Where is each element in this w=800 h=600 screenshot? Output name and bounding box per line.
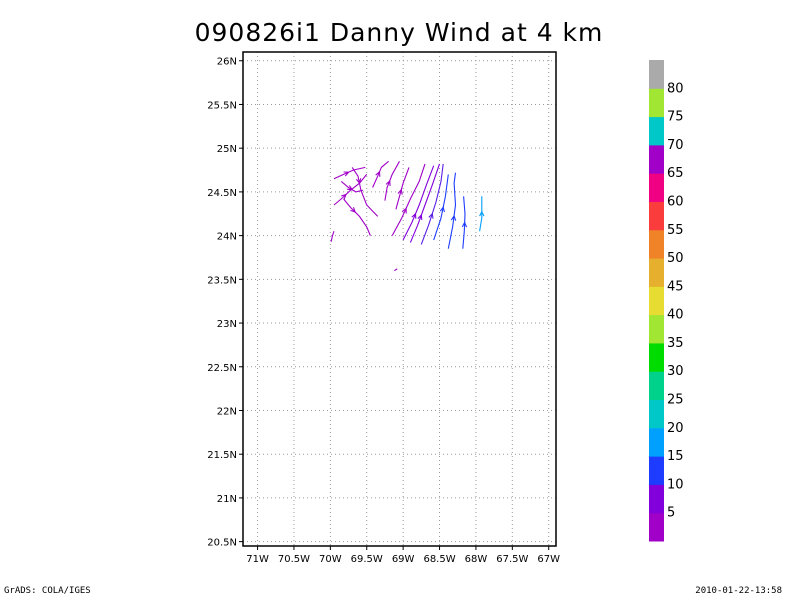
colorbar-segment xyxy=(649,399,664,429)
streamline-arrow xyxy=(450,214,457,221)
colorbar-segment xyxy=(649,88,664,118)
colorbar-label: 50 xyxy=(667,251,684,266)
colorbar-label: 45 xyxy=(667,279,684,294)
streamline-arrow xyxy=(479,210,485,217)
colorbar-segment xyxy=(649,60,664,89)
colorbar-label: 70 xyxy=(667,138,684,153)
colorbar-label: 60 xyxy=(667,194,684,209)
streamline xyxy=(343,198,371,236)
colorbar-segment xyxy=(649,173,664,202)
colorbar-segment xyxy=(649,342,664,372)
streamline xyxy=(333,166,366,180)
y-axis-ticks: 20.5N 21N 21.5N 22N 22.5N 23N 23.5N 24N 24.5N 25N… xyxy=(207,57,243,549)
x-tick-label: 70.5W xyxy=(278,554,310,565)
colorbar-label: 5 xyxy=(667,506,675,521)
x-tick-label: 69.5W xyxy=(351,554,383,565)
x-tick-label: 67.5W xyxy=(496,554,528,565)
footer-timestamp: 2010-01-22-13:58 xyxy=(695,586,782,596)
streamlines xyxy=(330,160,485,272)
y-tick-label: 25N xyxy=(217,144,237,155)
y-tick-label: 22.5N xyxy=(207,363,237,374)
streamline-arrow xyxy=(347,185,354,191)
y-tick-label: 22N xyxy=(217,406,237,417)
colorbar-segment xyxy=(649,456,664,485)
colorbar-label: 10 xyxy=(667,477,684,492)
y-tick-label: 21.5N xyxy=(207,450,237,461)
streamline-arrow xyxy=(397,188,403,195)
streamline xyxy=(409,163,441,243)
colorbar: 5 10 15 20 25 30 35 40 45 50 55 60 65 70 75 80 xyxy=(649,60,684,542)
colorbar-segment xyxy=(649,371,664,401)
streamline-arrow xyxy=(439,205,445,213)
colorbar-segment xyxy=(649,258,664,287)
streamline-arrow xyxy=(375,170,381,177)
plot-frame xyxy=(242,51,557,547)
y-tick-label: 26N xyxy=(217,57,237,68)
colorbar-label: 15 xyxy=(667,449,684,464)
colorbar-label: 20 xyxy=(667,421,684,436)
streamline xyxy=(395,167,410,210)
colorbar-segment xyxy=(649,144,664,174)
streamline xyxy=(420,163,444,245)
y-tick-label: 25.5N xyxy=(207,100,237,111)
streamline-arrow xyxy=(355,178,362,185)
streamline xyxy=(447,172,457,249)
streamline-arrow xyxy=(343,171,350,177)
colorbar-label: 35 xyxy=(667,336,684,351)
streamline-arrow xyxy=(385,179,391,186)
x-tick-label: 69W xyxy=(392,554,415,565)
colorbar-segment xyxy=(649,116,664,146)
streamline xyxy=(351,167,379,217)
colorbar-label: 65 xyxy=(667,166,684,181)
streamline xyxy=(402,165,435,241)
colorbar-segment xyxy=(649,484,664,514)
streamline-arrow xyxy=(401,207,407,214)
streamline-arrow xyxy=(461,221,468,228)
colorbar-label: 80 xyxy=(667,81,684,96)
y-tick-label: 23.5N xyxy=(207,275,237,286)
streamline xyxy=(433,174,449,241)
y-tick-label: 24N xyxy=(217,232,237,243)
x-tick-label: 68W xyxy=(465,554,488,565)
y-tick-label: 24.5N xyxy=(207,188,237,199)
x-tick-label: 67W xyxy=(537,554,560,565)
colorbar-segment xyxy=(649,512,664,542)
y-tick-label: 23N xyxy=(217,319,237,330)
streamline-arrow xyxy=(417,213,423,221)
x-tick-label: 70W xyxy=(319,554,342,565)
streamline-arrow xyxy=(341,193,347,200)
footer-credit: GrADS: COLA/IGES xyxy=(4,586,91,596)
streamline xyxy=(330,231,335,242)
colorbar-segment xyxy=(649,201,664,231)
colorbar-label: 25 xyxy=(667,393,684,408)
streamline xyxy=(394,268,398,272)
grid-lines xyxy=(243,52,556,546)
streamline-arrow xyxy=(411,212,417,219)
colorbar-label: 55 xyxy=(667,223,684,238)
streamline-arrow xyxy=(428,212,434,219)
colorbar-label: 75 xyxy=(667,110,684,125)
chart-title: 090826i1 Danny Wind at 4 km xyxy=(194,18,604,47)
x-tick-label: 71W xyxy=(246,554,269,565)
colorbar-label: 30 xyxy=(667,364,684,379)
y-tick-label: 21N xyxy=(217,494,237,505)
colorbar-segment xyxy=(649,229,664,259)
colorbar-segment xyxy=(649,427,664,457)
colorbar-segment xyxy=(649,286,664,316)
x-axis-ticks: 71W 70.5W 70W 69.5W 69W 68.5W 68W 67.5W 67W xyxy=(246,546,560,565)
x-tick-label: 68.5W xyxy=(423,554,455,565)
streamline xyxy=(384,161,400,201)
y-tick-label: 20.5N xyxy=(207,538,237,549)
streamline xyxy=(391,163,426,236)
streamline-arrow xyxy=(350,207,356,213)
colorbar-label: 40 xyxy=(667,308,684,323)
colorbar-segment xyxy=(649,314,664,344)
